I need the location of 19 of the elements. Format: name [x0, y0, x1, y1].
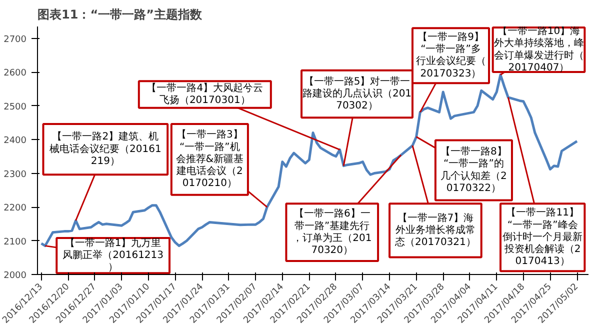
chart-title: 图表11：“一带一路”主题指数 — [38, 8, 203, 22]
annotation: 【一带一路2】建筑、机械电话会议纪要（20161219） — [50, 130, 162, 167]
annotation: 【一带一路4】大风起兮云飞扬（20170301） — [146, 82, 264, 106]
y-tick-label: 2500 — [4, 102, 27, 112]
y-tick-label: 2000 — [4, 271, 27, 281]
y-tick-label: 2300 — [4, 170, 27, 180]
y-tick-label: 2700 — [4, 34, 27, 45]
annotation: 【一带一路8】“一带一路”的几个认知差（20170322） — [440, 146, 507, 194]
annotation: 【一带一路3】“一带一路”机会推荐&新疆基建电话会议（20170210） — [176, 128, 244, 190]
annotation: 【一带一路11】“一带一路”峰会倒计时一个月最新投资机会解读（20170413） — [502, 206, 583, 268]
y-tick-label: 2600 — [4, 68, 27, 79]
y-tick-label: 2400 — [4, 136, 27, 146]
annotation: 【一带一路5】对一带一路建设的几点认识（20170302） — [302, 75, 412, 112]
annotation: 【一带一路7】海外业务增长将成常态（20170321） — [394, 212, 476, 248]
annotation: 【一带一路9】“一带一路”多行业会议纪要（20170323） — [416, 31, 486, 80]
annotation: 【一带一路1】九万里风鹏正举（20161213） — [62, 237, 164, 274]
annotation: 【一带一路6】一带一路”基建先行，订单为王（20170320） — [292, 208, 372, 256]
y-tick-label: 2200 — [4, 204, 27, 214]
y-tick-label: 2100 — [4, 237, 27, 248]
